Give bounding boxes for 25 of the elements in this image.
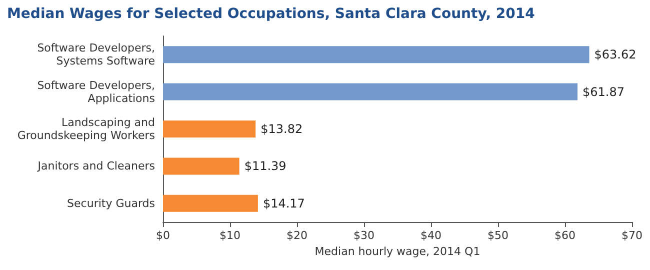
y-tick-label: Software Developers, Systems Software — [37, 42, 156, 68]
bar — [163, 83, 578, 100]
x-tick-label: $30 — [354, 229, 374, 242]
data-label: $13.82 — [260, 122, 303, 136]
bar — [163, 194, 258, 212]
chart-title: Median Wages for Selected Occupations, Santa Clara County, 2014 — [7, 6, 536, 22]
y-tick-label: Landscaping and Groundskeeping Workers — [17, 116, 156, 142]
y-tick-label: Janitors and Cleaners — [36, 160, 156, 173]
data-label: $63.62 — [594, 48, 636, 62]
data-label: $61.87 — [582, 84, 625, 99]
x-tick-label: $20 — [286, 229, 308, 242]
x-tick-label: $70 — [622, 229, 642, 242]
bar — [163, 120, 256, 138]
y-tick-label: Software Developers, Applications — [37, 78, 156, 105]
bar — [163, 46, 590, 64]
data-label: $14.17 — [262, 196, 305, 210]
x-tick-label: $10 — [220, 229, 240, 242]
x-tick-label: $40 — [420, 229, 442, 242]
data-label: $11.39 — [244, 159, 286, 174]
x-axis-title: Median hourly wage, 2014 Q1 — [314, 244, 480, 258]
x-tick-label: $60 — [554, 229, 576, 242]
y-tick-label: Security Guards — [67, 196, 156, 210]
x-tick-label: $50 — [488, 229, 508, 242]
bar — [163, 158, 240, 175]
x-tick-label: $0 — [156, 229, 170, 242]
